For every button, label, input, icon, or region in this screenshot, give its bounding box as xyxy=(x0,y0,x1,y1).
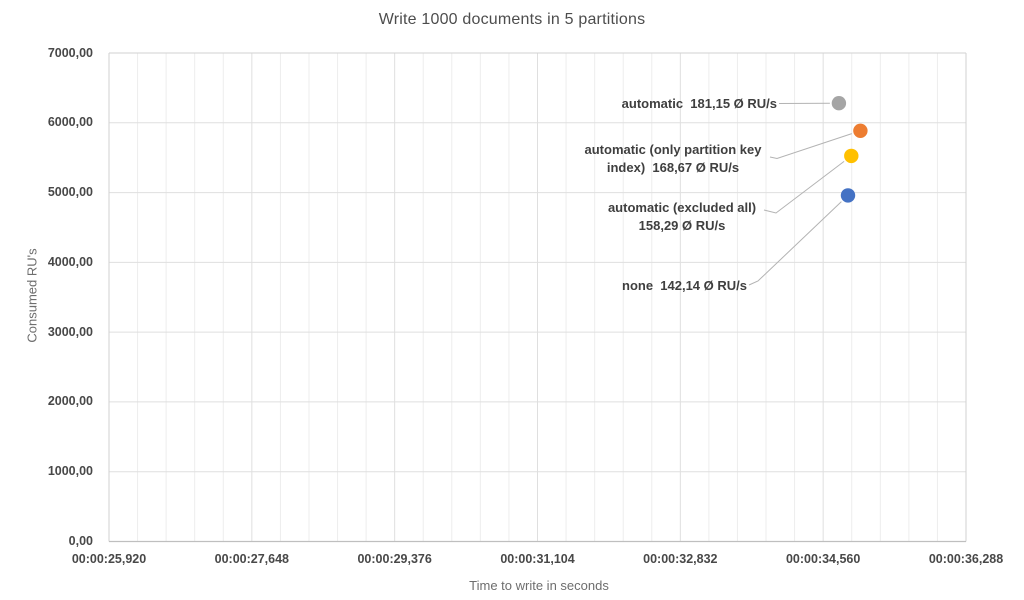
y-tick-label: 1000,00 xyxy=(47,464,93,479)
x-tick-label: 00:00:31,104 xyxy=(500,552,575,566)
x-tick-label: 00:00:27,648 xyxy=(214,552,290,566)
y-tick-label: 3000,00 xyxy=(47,324,93,339)
chart-title: Write 1000 documents in 5 partitions xyxy=(378,11,646,28)
x-axis-title: Time to write in seconds xyxy=(469,578,609,593)
data-label-automatic: automatic 181,15 Ø RU/s xyxy=(621,96,777,111)
data-point-none xyxy=(840,188,856,203)
x-tick-label: 00:00:34,560 xyxy=(785,552,861,566)
y-tick-label: 6000,00 xyxy=(47,115,93,130)
y-axis-title: Consumed RU's xyxy=(24,248,40,343)
data-label-automatic-only-partition-key-index: automatic (only partition key index) 168… xyxy=(584,142,762,175)
data-point-pk xyxy=(853,123,868,138)
y-tick-label: 4000,00 xyxy=(47,254,93,269)
y-tick-label: 0,00 xyxy=(68,534,93,548)
data-point-automatic xyxy=(831,96,847,111)
data-point-excl xyxy=(844,148,859,164)
x-tick-label: 00:00:36,288 xyxy=(928,552,1004,566)
y-tick-label: 5000,00 xyxy=(47,185,93,200)
data-label-none: none 142,14 Ø RU/s xyxy=(622,278,747,293)
x-tick-label: 00:00:25,920 xyxy=(71,552,147,566)
y-tick-label: 2000,00 xyxy=(47,394,93,409)
x-tick-label: 00:00:32,832 xyxy=(643,552,718,566)
y-tick-label: 7000,00 xyxy=(47,45,93,60)
x-tick-label: 00:00:29,376 xyxy=(357,552,432,566)
data-label-automatic-excluded-all: automatic (excluded all) 158,29 Ø RU/s xyxy=(607,200,757,233)
